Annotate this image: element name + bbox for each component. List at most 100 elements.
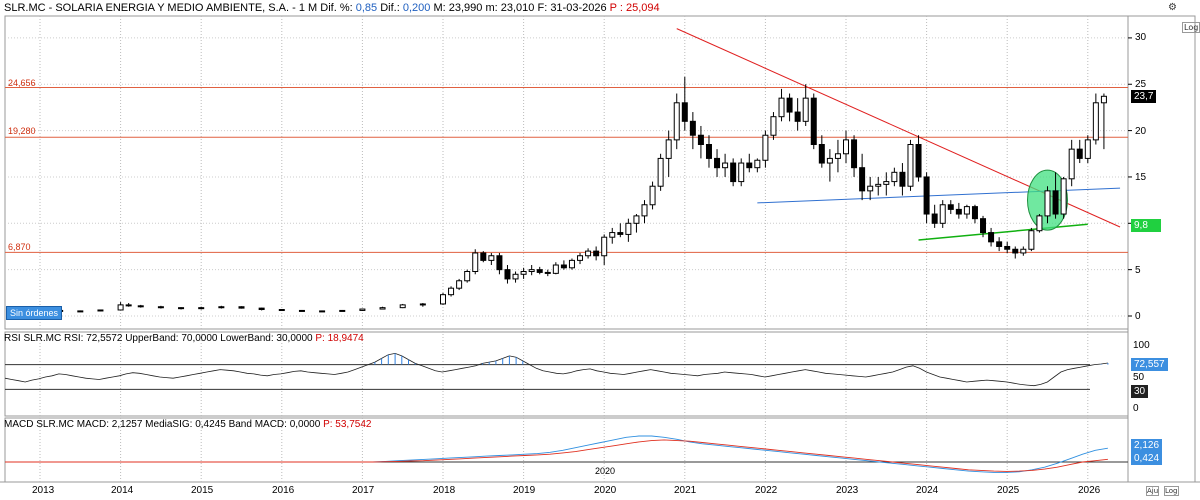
support-price-badge: 9,8 — [1131, 219, 1161, 232]
max-label: M: — [433, 2, 446, 14]
candle-body — [754, 159, 761, 169]
candle-body — [157, 306, 164, 309]
candle-body — [536, 269, 543, 273]
candle-body — [810, 97, 817, 146]
candle-body — [1012, 248, 1019, 254]
candle-body — [649, 185, 656, 206]
candle-body — [399, 304, 406, 309]
candle-body — [955, 208, 962, 215]
rsi-line — [4, 352, 1108, 387]
candle-body — [480, 252, 487, 261]
macd-p: P: 53,7542 — [323, 419, 372, 430]
x-tick-label: 2026 — [1078, 485, 1101, 496]
candle-body — [899, 171, 906, 187]
x-tick-label: 2015 — [191, 485, 214, 496]
candle-body — [730, 162, 737, 183]
period: 1 M — [298, 2, 318, 14]
candle-body — [778, 97, 785, 118]
x-tick-label: 2025 — [997, 485, 1020, 496]
candle-body — [178, 307, 185, 310]
x-tick-label: 2023 — [836, 485, 859, 496]
last-price-badge: 23,7 — [1131, 90, 1157, 103]
macd-signal: MediaSIG: 0,4245 — [145, 419, 226, 430]
y-tick-label: 25 — [1135, 79, 1147, 90]
x-tick-label: 2022 — [755, 485, 778, 496]
rsi-panel-frame — [4, 331, 1129, 417]
rsi-lower: LowerBand: 30,0000 — [220, 333, 313, 344]
dif-pct-label: Dif. %: — [320, 2, 353, 14]
rsi-tick: 50 — [1133, 372, 1145, 383]
candle-body — [601, 236, 608, 257]
level-label: 24,656 — [8, 78, 36, 88]
candle-body — [568, 259, 575, 269]
log-toggle[interactable]: Log — [1182, 22, 1200, 33]
candle-body — [843, 139, 849, 155]
candle-body — [931, 213, 938, 224]
candle-body — [472, 252, 479, 273]
candle-body — [488, 255, 495, 261]
candle-body — [770, 116, 777, 136]
y-tick-label: 15 — [1135, 172, 1147, 183]
sep: - — [45, 2, 56, 14]
settings-icon[interactable]: ⚙ — [1168, 2, 1177, 13]
candle-body — [851, 139, 858, 169]
candle-body — [585, 250, 592, 257]
candle-body — [665, 139, 672, 159]
sep: - — [289, 2, 299, 14]
candle-body — [456, 280, 463, 289]
candle-body — [818, 144, 825, 164]
candle-body — [1068, 148, 1075, 180]
candle-body — [738, 162, 745, 183]
candle-body — [859, 167, 866, 192]
candle-body — [298, 309, 305, 312]
orders-button[interactable]: Sin órdenes — [6, 306, 63, 320]
candle-body — [1076, 148, 1083, 159]
candle-body — [657, 157, 664, 187]
candle-body — [673, 102, 680, 141]
candle-body — [915, 144, 922, 178]
candle-body — [1028, 230, 1035, 250]
rsi-low-badge: 30 — [1131, 385, 1149, 398]
adjust-toggle[interactable]: Aju — [1146, 486, 1160, 496]
candle-body — [1100, 95, 1107, 104]
macd-prefix: MACD SLR.MC MACD: — [4, 419, 110, 430]
date: 31-03-2026 — [550, 2, 607, 14]
company-name: SOLARIA ENERGIA Y MEDIO AMBIENTE, S.A. — [55, 2, 290, 14]
candle-body — [448, 287, 455, 296]
candle-body — [996, 241, 1003, 247]
candle-body — [339, 309, 346, 312]
candle-body — [496, 255, 503, 271]
rsi-tick: 100 — [1133, 340, 1150, 351]
candle-body — [1052, 190, 1059, 215]
candle-body — [512, 273, 519, 280]
dif-label: Dif.: — [380, 2, 400, 14]
symbol: SLR.MC — [4, 2, 46, 14]
signal-badge: 0,424 — [1131, 452, 1163, 465]
x-tick-label: 2021 — [674, 485, 697, 496]
candle-body — [560, 264, 567, 269]
x-tick-label: 2019 — [513, 485, 536, 496]
level-label: 6,870 — [8, 242, 31, 252]
candle-body — [319, 310, 326, 313]
candle-body — [609, 232, 616, 238]
candle-body — [907, 144, 914, 187]
candle-body — [883, 181, 890, 185]
candle-body — [1044, 190, 1051, 217]
candle-body — [379, 307, 386, 310]
max: 23,990 — [448, 2, 483, 14]
x-tick-label: 2013 — [32, 485, 55, 496]
p-label: P : — [609, 2, 623, 14]
candle-body — [218, 306, 225, 309]
candle-body — [258, 307, 265, 311]
candle-body — [1036, 215, 1043, 232]
candle-body — [746, 162, 753, 169]
y-tick-label: 20 — [1135, 126, 1147, 137]
candle-body — [939, 204, 946, 224]
candle-body — [544, 271, 551, 274]
candle-body — [1060, 178, 1067, 215]
macd-band: Band MACD: 0,0000 — [228, 419, 321, 430]
min: 23,010 — [500, 2, 535, 14]
candle-body — [867, 185, 874, 192]
rsi-p: P: 18,9474 — [315, 333, 364, 344]
log-bottom-toggle[interactable]: Log — [1164, 486, 1179, 496]
